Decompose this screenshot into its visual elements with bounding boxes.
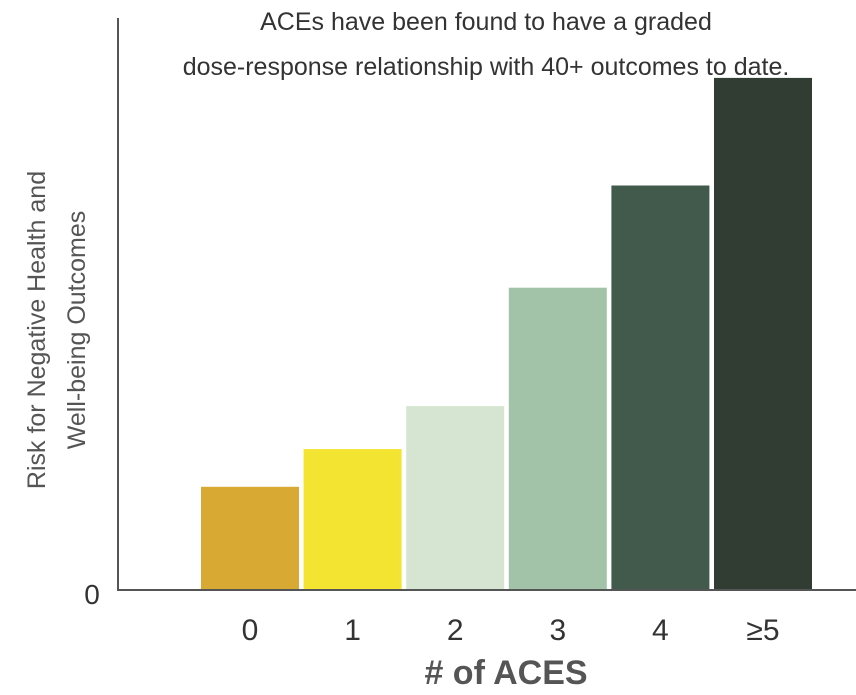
y-axis-label: Risk for Negative Health and Well-being … (23, 171, 91, 489)
x-axis-label: # of ACES (424, 654, 587, 690)
x-tick-labels: 0 1 2 3 4 ≥5 (242, 614, 780, 647)
bar-4 (611, 185, 710, 589)
x-tick-label-2: 2 (447, 614, 464, 647)
bars-group (201, 77, 812, 590)
x-tick-label-3: 3 (549, 614, 566, 647)
chart-title-line-2: dose-response relationship with 40+ outc… (183, 53, 790, 81)
x-tick-label-1: 1 (344, 614, 361, 647)
x-tick-label-5: ≥5 (746, 614, 779, 647)
chart-title: ACEs have been found to have a graded do… (183, 8, 790, 81)
x-tick-label-4: 4 (652, 614, 669, 647)
y-axis-label-line-2: Well-being Outcomes (63, 211, 91, 450)
y-axis-label-line-1: Risk for Negative Health and (23, 171, 51, 489)
y-tick-label-0: 0 (84, 579, 100, 610)
bar-1 (303, 449, 402, 589)
bar-3 (508, 287, 607, 589)
x-tick-label-0: 0 (242, 614, 259, 647)
chart-title-line-1: ACEs have been found to have a graded (260, 8, 712, 36)
bar-0 (201, 486, 299, 589)
bar-5 (714, 77, 812, 590)
bar-2 (406, 406, 505, 589)
